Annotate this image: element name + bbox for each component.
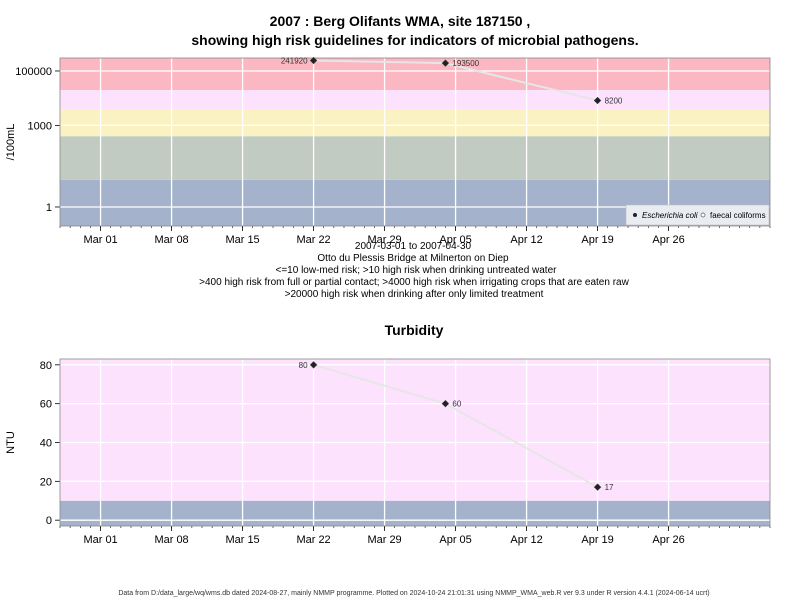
turbidity-y-tick-label: 80 [40, 360, 52, 372]
note-guideline-3: >20000 high risk when drinking after onl… [285, 289, 544, 300]
turbidity-y-tick-label: 0 [46, 515, 52, 527]
turbidity-title: Turbidity [385, 322, 444, 338]
microbial-x-tick-label: Mar 15 [225, 234, 259, 246]
turbidity-data-point [441, 399, 450, 408]
footer-note: Data from D:/data_large/wq/wms.db dated … [118, 590, 709, 597]
legend-ecoli-label: Escherichia coli [642, 211, 698, 220]
turbidity-x-tick-label: Apr 26 [652, 534, 684, 546]
turbidity-y-tick-label: 20 [40, 476, 52, 488]
microbial-x-tick-label: Mar 22 [296, 234, 330, 246]
microbial-y-tick-label: 100000 [15, 66, 52, 78]
microbial-data-label: 241920 [281, 57, 308, 66]
microbial-y-tick-label: 1 [46, 202, 52, 214]
microbial-y-tick-label: 1000 [28, 120, 52, 132]
chart-title-line2: showing high risk guidelines for indicat… [191, 32, 638, 48]
turbidity-data-point [309, 360, 318, 369]
notes-block: 2007-03-01 to 2007-04-30 Otto du Plessis… [199, 241, 629, 300]
legend-faecal-label: faecal coliforms [710, 211, 766, 220]
turbidity-data-label: 60 [452, 400, 461, 409]
turbidity-data-label: 17 [605, 483, 614, 492]
turbidity-x-tick-label: Mar 08 [154, 534, 188, 546]
turbidity-x-tick-label: Mar 15 [225, 534, 259, 546]
microbial-data-label: 193500 [452, 59, 479, 68]
legend-faecal-marker [700, 212, 706, 218]
turbidity-x-tick-label: Apr 12 [510, 534, 542, 546]
turbidity-data-point [593, 483, 602, 492]
turbidity-y-axis-label: NTU [5, 431, 17, 454]
microbial-data-label: 8200 [605, 97, 623, 106]
microbial-risk-band-3 [60, 109, 770, 137]
note-guideline-2: >400 high risk from full or partial cont… [199, 277, 629, 288]
microbial-x-tick-label: Apr 05 [439, 234, 471, 246]
turbidity-x-tick-label: Apr 05 [439, 534, 471, 546]
microbial-x-tick-label: Apr 26 [652, 234, 684, 246]
microbial-risk-band-4 [60, 89, 770, 110]
turbidity-data-label: 80 [299, 361, 308, 370]
turbidity-plot-frame [59, 358, 771, 527]
microbial-data-point [441, 59, 450, 68]
turbidity-panel: Mar 01 Mar 08 Mar 15 Mar 22 Mar 29 Apr 05 Apr … [5, 358, 771, 546]
turbidity-risk-band-2 [60, 359, 770, 501]
microbial-x-tick-label: Mar 01 [83, 234, 117, 246]
turbidity-risk-band-1 [60, 500, 770, 526]
legend-box [625, 204, 770, 226]
microbial-x-tick-label: Apr 12 [510, 234, 542, 246]
microbial-y-axis-label: /100mL [5, 124, 17, 161]
turbidity-y-tick-label: 60 [40, 399, 52, 411]
note-guideline-1: <=10 low-med risk; >10 high risk when dr… [276, 265, 558, 276]
chart-title-line1: 2007 : Berg Olifants WMA, site 187150 , [270, 13, 531, 29]
microbial-plot-frame [59, 57, 771, 227]
microbial-x-tick-label: Mar 29 [367, 234, 401, 246]
microbial-data-point [593, 96, 602, 105]
microbial-risk-band-2 [60, 136, 770, 180]
microbial-x-tick-label: Apr 19 [581, 234, 613, 246]
note-date-range: 2007-03-01 to 2007-04-30 [355, 241, 472, 252]
turbidity-y-tick-label: 40 [40, 438, 52, 450]
microbial-data-point [309, 56, 318, 65]
microbial-x-tick-label: Mar 08 [154, 234, 188, 246]
turbidity-x-tick-label: Mar 22 [296, 534, 330, 546]
microbial-panel: Mar 01 Mar 08 Mar 15 Mar 22 Mar 29 Apr 05 Apr … [5, 56, 771, 246]
turbidity-x-tick-label: Apr 19 [581, 534, 613, 546]
turbidity-x-tick-label: Mar 29 [367, 534, 401, 546]
note-site-name: Otto du Plessis Bridge at Milnerton on D… [317, 253, 509, 264]
legend-ecoli-marker [633, 213, 637, 217]
turbidity-x-tick-label: Mar 01 [83, 534, 117, 546]
